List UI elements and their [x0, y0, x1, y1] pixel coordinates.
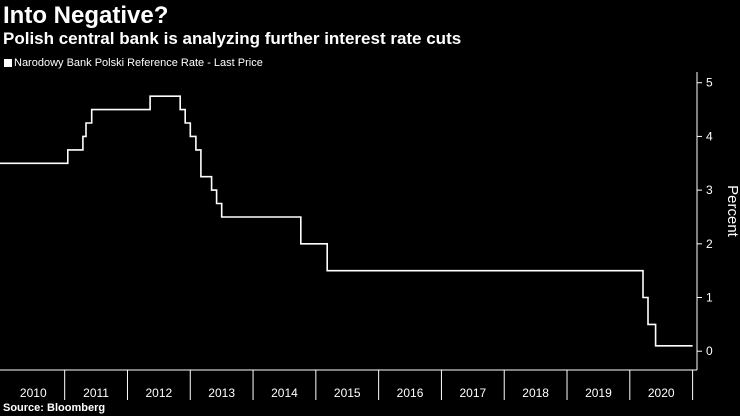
x-tick-label: 2018: [522, 386, 549, 400]
y-tick-label: 5: [706, 76, 713, 90]
x-tick-label: 2012: [146, 386, 173, 400]
legend: Narodowy Bank Polski Reference Rate - La…: [4, 56, 263, 70]
x-tick-label: 2016: [397, 386, 424, 400]
source-note: Source: Bloomberg: [3, 402, 106, 414]
x-tick-label: 2013: [208, 386, 235, 400]
legend-label: Narodowy Bank Polski Reference Rate - La…: [14, 57, 263, 69]
x-tick-label: 2019: [585, 386, 612, 400]
y-tick-label: 1: [706, 291, 713, 305]
y-tick-label: 3: [706, 183, 713, 197]
chart-subtitle: Polish central bank is analyzing further…: [3, 29, 462, 48]
chart-axes: 2010 2011 2012 2013 2014 2015 2016 2017 2018 2019…: [0, 72, 740, 400]
x-tick-label: 2014: [271, 386, 298, 400]
y-tick-label: 4: [706, 129, 713, 143]
y-tick-label: 0: [706, 344, 713, 358]
x-tick-label: 2020: [648, 386, 675, 400]
series-line-reference-rate: [0, 95, 693, 347]
x-tick-label: 2017: [459, 386, 486, 400]
y-axis-title: Percent: [724, 185, 740, 238]
x-tick-label: 2015: [334, 386, 361, 400]
chart-plot: [0, 95, 693, 347]
legend-swatch: [4, 59, 12, 67]
y-tick-label: 2: [706, 237, 713, 251]
chart-title: Into Negative?: [3, 2, 169, 29]
x-tick-label: 2011: [83, 386, 109, 400]
x-tick-label: 2010: [20, 386, 47, 400]
